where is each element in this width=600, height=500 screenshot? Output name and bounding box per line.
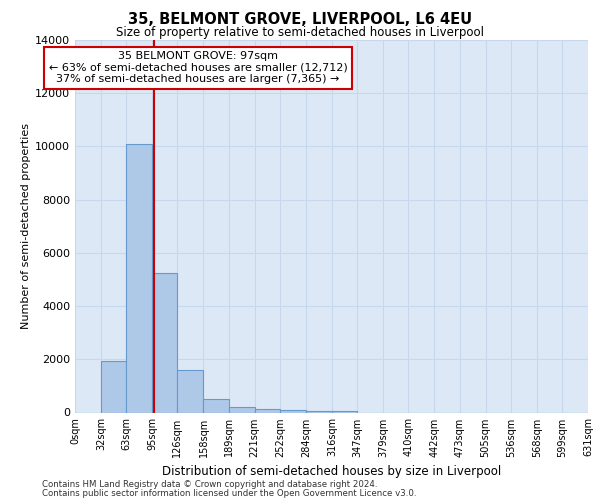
Bar bbox=[178, 370, 203, 412]
Bar bbox=[152, 273, 178, 412]
Text: Contains HM Land Registry data © Crown copyright and database right 2024.: Contains HM Land Registry data © Crown c… bbox=[42, 480, 377, 489]
Bar bbox=[280, 410, 306, 412]
Bar bbox=[126, 144, 152, 412]
Bar bbox=[203, 399, 229, 412]
X-axis label: Distribution of semi-detached houses by size in Liverpool: Distribution of semi-detached houses by … bbox=[162, 465, 501, 478]
Text: Size of property relative to semi-detached houses in Liverpool: Size of property relative to semi-detach… bbox=[116, 26, 484, 39]
Bar bbox=[306, 411, 332, 412]
Bar bbox=[101, 360, 126, 412]
Bar bbox=[254, 409, 280, 412]
Text: 35 BELMONT GROVE: 97sqm
← 63% of semi-detached houses are smaller (12,712)
37% o: 35 BELMONT GROVE: 97sqm ← 63% of semi-de… bbox=[49, 51, 347, 84]
Bar bbox=[332, 411, 357, 412]
Text: 35, BELMONT GROVE, LIVERPOOL, L6 4EU: 35, BELMONT GROVE, LIVERPOOL, L6 4EU bbox=[128, 12, 472, 28]
Text: Contains public sector information licensed under the Open Government Licence v3: Contains public sector information licen… bbox=[42, 488, 416, 498]
Y-axis label: Number of semi-detached properties: Number of semi-detached properties bbox=[21, 123, 31, 329]
Bar bbox=[229, 407, 254, 412]
